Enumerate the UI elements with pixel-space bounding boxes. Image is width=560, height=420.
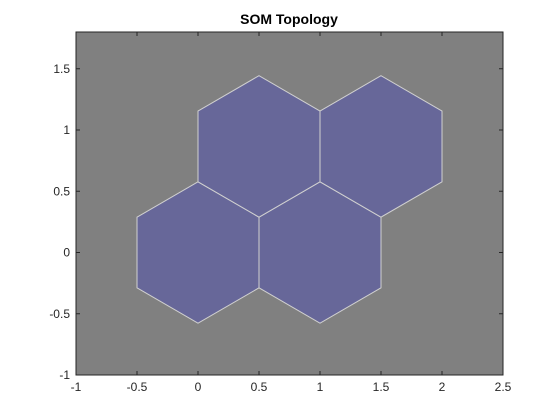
neuron xyxy=(319,75,443,218)
x-tick-label: -0.5 xyxy=(127,380,148,394)
y-tick-label: 0.5 xyxy=(53,184,70,198)
x-tick-label: -1 xyxy=(71,380,82,394)
y-tick-label: 1 xyxy=(63,123,70,137)
x-tick-label: 0.5 xyxy=(251,380,268,394)
x-tick-label: 2.5 xyxy=(495,380,512,394)
x-tick-label: 2 xyxy=(439,380,446,394)
y-tick-label: -0.5 xyxy=(49,307,70,321)
y-tick-label: -1 xyxy=(59,368,70,382)
x-tick-label: 1 xyxy=(317,380,324,394)
axes-box xyxy=(75,31,504,376)
x-tick-label: 1.5 xyxy=(373,380,390,394)
y-tick-label: 0 xyxy=(63,246,70,260)
x-tick-label: 0 xyxy=(195,380,202,394)
chart-title: SOM Topology xyxy=(240,11,338,27)
y-tick-label: 1.5 xyxy=(53,62,70,76)
